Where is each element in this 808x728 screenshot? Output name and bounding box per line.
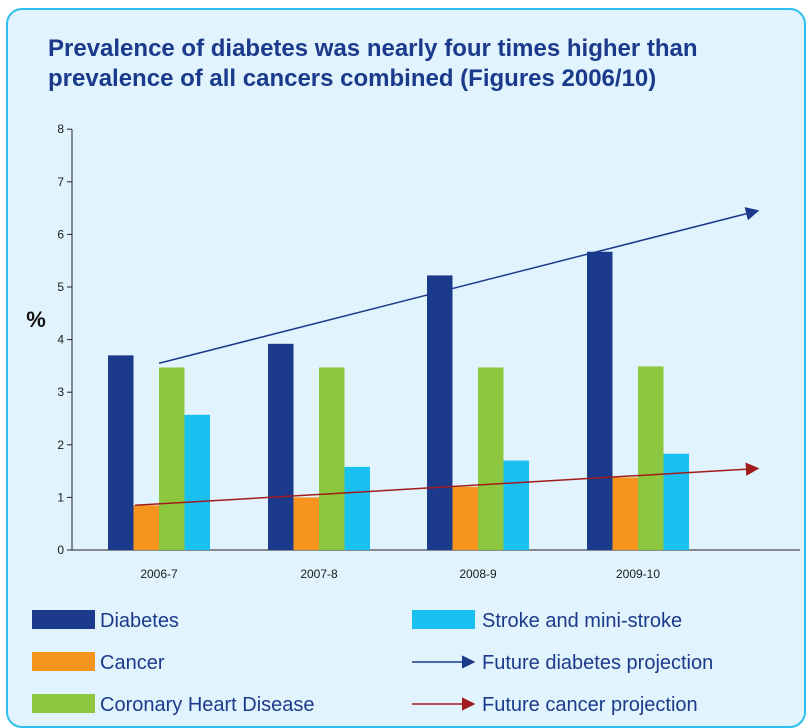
bar-cancer (133, 505, 159, 550)
chart-title: Prevalence of diabetes was nearly four t… (48, 35, 698, 92)
y-tick-label: 0 (57, 543, 64, 557)
bar-coronary-heart-disease (159, 367, 185, 550)
bar-diabetes (108, 355, 134, 550)
bar-cancer (293, 497, 319, 550)
x-tick-label: 2007-8 (300, 567, 338, 581)
x-tick-label: 2009-10 (616, 567, 660, 581)
bar-stroke-and-mini-stroke (344, 466, 370, 550)
legend-swatch (32, 652, 95, 671)
legend-label: Diabetes (100, 610, 179, 632)
projection-line-cancer (134, 462, 760, 507)
bar-coronary-heart-disease (478, 367, 504, 550)
y-tick-label: 1 (57, 490, 64, 504)
projection-line-diabetes (158, 207, 760, 364)
bar-diabetes (268, 343, 294, 550)
bar-diabetes (427, 275, 453, 550)
legend-label: Cancer (100, 652, 165, 674)
legend-label: Future cancer projection (482, 694, 698, 716)
legend-label: Coronary Heart Disease (100, 694, 315, 716)
bar-stroke-and-mini-stroke (503, 460, 529, 550)
bar-stroke-and-mini-stroke (184, 414, 210, 550)
y-tick-label: 2 (57, 438, 64, 452)
y-tick-label: 5 (57, 280, 64, 294)
y-tick-label: 7 (57, 175, 64, 189)
y-tick-label: 8 (57, 122, 64, 136)
y-axis-label: % (26, 307, 46, 332)
bar-diabetes (587, 251, 613, 550)
bar-coronary-heart-disease (638, 366, 664, 550)
legend-swatch (32, 610, 95, 629)
bar-cancer (452, 486, 478, 550)
y-tick-label: 4 (57, 333, 64, 347)
y-tick-label: 3 (57, 385, 64, 399)
legend-label: Future diabetes projection (482, 652, 713, 674)
y-tick-label: 6 (57, 227, 64, 241)
bar-cancer (612, 477, 638, 550)
chart-card (6, 8, 806, 728)
bar-coronary-heart-disease (319, 367, 345, 550)
legend-swatch (412, 610, 475, 629)
x-tick-label: 2006-7 (140, 567, 178, 581)
legend-label: Stroke and mini-stroke (482, 610, 682, 632)
legend-swatch (32, 694, 95, 713)
x-tick-label: 2008-9 (459, 567, 497, 581)
bar-stroke-and-mini-stroke (663, 453, 689, 550)
